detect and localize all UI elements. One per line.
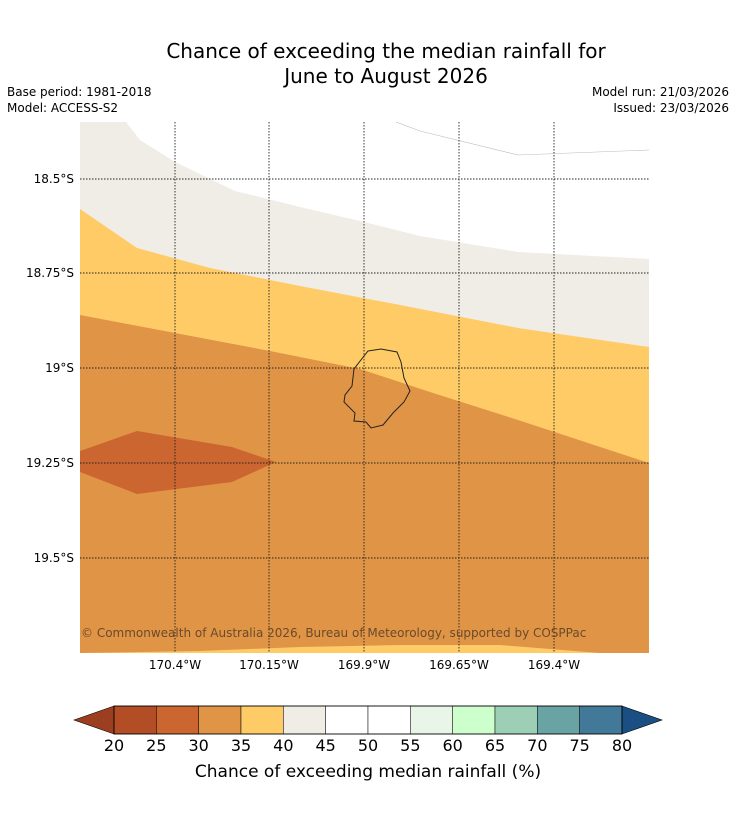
base-period: Base period: 1981-2018 xyxy=(7,85,152,99)
colorbar-tick-label: 45 xyxy=(315,736,336,755)
meta-left: Base period: 1981-2018 Model: ACCESS-S2 xyxy=(7,84,152,116)
colorbar-segment xyxy=(579,705,623,735)
model-name: Model: ACCESS-S2 xyxy=(7,101,119,115)
lat-label-19: 19°S xyxy=(45,361,74,375)
colorbar-frame xyxy=(113,705,623,735)
colorbar-segments xyxy=(113,705,623,735)
gridlines xyxy=(80,122,649,653)
colorbar-segment xyxy=(283,705,326,735)
colorbar-segment xyxy=(367,705,411,735)
colorbar-tick-label: 35 xyxy=(230,736,252,755)
colorbar-label: Chance of exceeding median rainfall (%) xyxy=(194,762,542,782)
lon-label-170.4: 170.4°W xyxy=(148,658,202,672)
colorbar-segment xyxy=(198,705,242,735)
colorbar-tick-label: 75 xyxy=(569,736,590,755)
colorbar-segment xyxy=(156,705,199,735)
chart-title-line2: June to August 2026 xyxy=(284,64,488,88)
colorbar-segment xyxy=(537,705,580,735)
lon-label-169.65: 169.65°W xyxy=(429,658,489,672)
colorbar-tick-label: 30 xyxy=(188,736,209,755)
chart-title: Chance of exceeding the median rainfall … xyxy=(0,39,736,89)
colorbar-under-arrow xyxy=(73,705,115,735)
colorbar-over-arrow xyxy=(621,705,663,735)
copyright-notice: © Commonwealth of Australia 2026, Bureau… xyxy=(81,626,587,640)
colorbar-tick-label: 55 xyxy=(400,736,421,755)
colorbar-segment xyxy=(325,705,369,735)
colorbar-segment xyxy=(452,705,496,735)
colorbar-tick-label: 50 xyxy=(357,736,379,755)
lat-label-19.25: 19.25°S xyxy=(26,456,74,470)
lon-label-169.9: 169.9°W xyxy=(337,658,391,672)
colorbar-tick-label: 80 xyxy=(611,736,633,755)
lon-label-169.4: 169.4°W xyxy=(527,658,581,672)
colorbar-segment xyxy=(494,705,538,735)
colorbar-tick-label: 65 xyxy=(484,736,506,755)
meta-right: Model run: 21/03/2026 Issued: 23/03/2026 xyxy=(592,84,729,116)
model-run: Model run: 21/03/2026 xyxy=(591,85,729,99)
colorbar-tick-label: 60 xyxy=(442,736,463,755)
band-orange xyxy=(80,315,649,653)
lat-label-19.5: 19.5°S xyxy=(33,551,74,565)
colorbar-segment xyxy=(113,705,157,735)
band-dark-orange xyxy=(80,431,276,494)
colorbar-tick-label: 25 xyxy=(146,736,167,755)
colorbar-tick-label: 20 xyxy=(103,736,125,755)
colorbar-tick-label: 40 xyxy=(273,736,294,755)
island-outline xyxy=(343,348,411,429)
colorbar-tick-label: 70 xyxy=(527,736,548,755)
lon-label-170.15: 170.15°W xyxy=(239,658,299,672)
colorbar-segment xyxy=(240,705,284,735)
colorbar-segment xyxy=(410,705,453,735)
issued-date: Issued: 23/03/2026 xyxy=(613,101,729,115)
chart-title-line1: Chance of exceeding the median rainfall … xyxy=(166,39,606,63)
lat-label-18.75: 18.75°S xyxy=(26,266,74,280)
coast-line xyxy=(395,122,649,156)
lat-label-18.5: 18.5°S xyxy=(33,172,74,186)
